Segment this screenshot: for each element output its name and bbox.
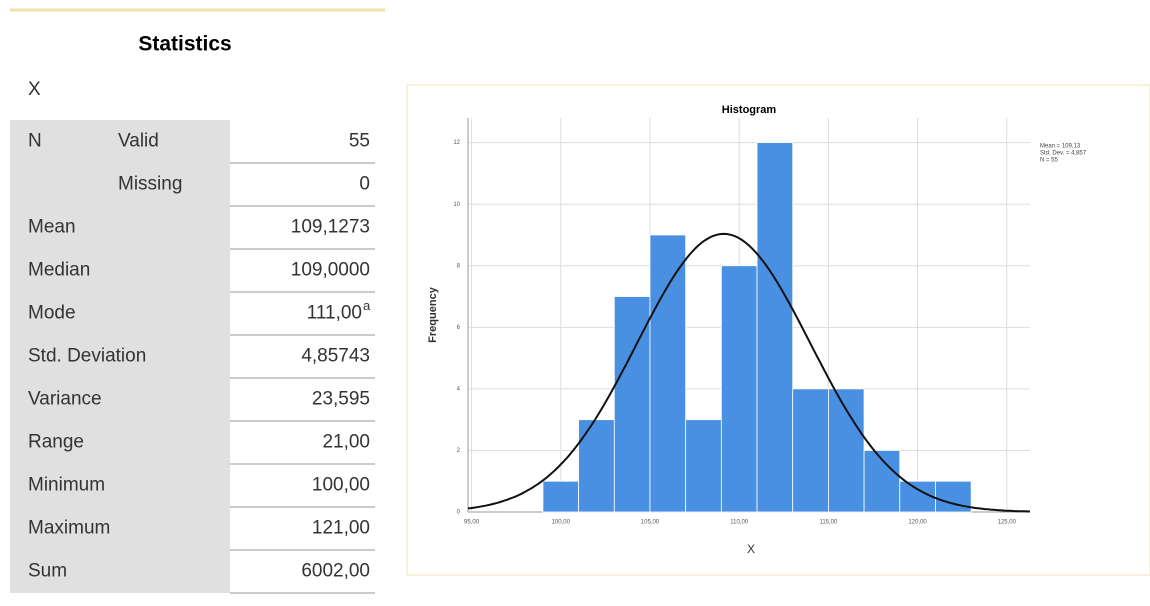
footnote-mark: a: [363, 298, 371, 313]
row-value: 21,00: [322, 432, 370, 453]
row-header-cell: [10, 206, 230, 249]
x-tick-label: 100,00: [552, 520, 571, 526]
row-label: Minimum: [28, 475, 105, 496]
row-label: Mean: [28, 217, 76, 238]
row-label: Maximum: [28, 518, 110, 539]
row-label: Range: [28, 432, 84, 453]
row-value: 109,0000: [291, 260, 370, 281]
table-subtitle: X: [28, 79, 41, 100]
row-value: 4,85743: [301, 346, 370, 367]
x-tick-label: 120,00: [908, 520, 927, 526]
bar: [649, 234, 687, 513]
row-label: Std. Deviation: [28, 346, 146, 367]
table: N Valid 55 Missing 0 Mean 109,1273 Median 109,00…: [10, 120, 375, 594]
row-value: 100,00: [312, 475, 370, 496]
row-value: 55: [349, 131, 370, 152]
row-label: Mode: [28, 303, 76, 324]
legend-stat: Mean = 109,13: [1040, 144, 1081, 150]
bar: [685, 419, 722, 513]
bar: [935, 480, 972, 513]
table-title: Statistics: [138, 33, 231, 56]
bar: [827, 388, 865, 513]
row-header-cell: [10, 292, 230, 335]
bar: [542, 480, 580, 513]
bar: [720, 265, 758, 513]
bar: [899, 480, 936, 513]
row-header-cell: [10, 378, 230, 421]
bar: [578, 419, 615, 513]
row-header-cell: [10, 507, 230, 550]
x-axis-label: X: [747, 542, 755, 556]
row-header-cell: [10, 249, 230, 292]
row-label: Variance: [28, 389, 102, 410]
y-tick-label: 10: [453, 202, 460, 208]
y-tick-label: 4: [457, 386, 461, 392]
y-tick-label: 2: [457, 448, 461, 454]
x-tick-label: 95,00: [464, 520, 480, 526]
y-axis-label: Frequency: [427, 286, 439, 343]
y-tick-label: 8: [457, 263, 461, 269]
chart-title: Histogram: [722, 104, 777, 116]
row-header-cell: [10, 120, 230, 163]
legend-stat: Std. Dev. = 4,857: [1040, 151, 1087, 157]
row-header-cell: [10, 464, 230, 507]
y-tick-label: 0: [457, 510, 461, 516]
row-label: Sum: [28, 561, 67, 582]
x-tick-label: 115,00: [819, 520, 838, 526]
x-tick-label: 125,00: [998, 520, 1017, 526]
row-sublabel: Missing: [118, 174, 182, 195]
row-label: Median: [28, 260, 90, 281]
chart: Histogram 0 2 4 6 8 10 12 95,00 100,00 105,00 110,0…: [427, 104, 1087, 556]
bar: [792, 388, 829, 513]
row-sublabel: Valid: [118, 131, 159, 152]
row-value: 111,00: [307, 303, 362, 324]
row-value: 0: [359, 174, 370, 195]
row-header-cell: [10, 163, 230, 206]
bar: [756, 142, 794, 513]
row-header-cell: [10, 335, 230, 378]
row-label: N: [28, 131, 42, 152]
row-header-cell: [10, 421, 230, 464]
legend-stat: N = 55: [1040, 158, 1059, 164]
row-value: 121,00: [312, 518, 370, 539]
row-header-cell: [10, 550, 230, 593]
row-value: 6002,00: [301, 561, 370, 582]
row-value: 23,595: [312, 389, 370, 410]
row-value: 109,1273: [291, 217, 370, 238]
y-tick-label: 12: [453, 140, 460, 146]
x-tick-label: 110,00: [730, 520, 749, 526]
x-tick-label: 105,00: [641, 520, 660, 526]
y-tick-label: 6: [457, 325, 461, 331]
normal-curve: [467, 232, 1031, 513]
